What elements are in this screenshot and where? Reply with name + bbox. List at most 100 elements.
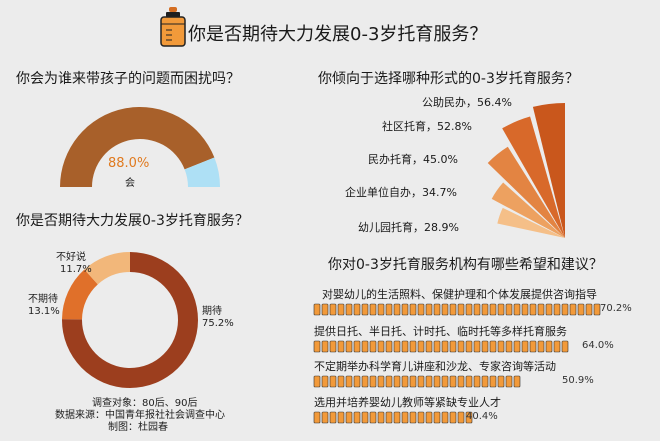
chart4-bar-2-bottle xyxy=(401,375,409,388)
chart4-bar-1-bottle xyxy=(401,340,409,353)
chart4-bar-1-bottle xyxy=(481,340,489,353)
chart4-bar-2-bottle xyxy=(393,375,401,388)
chart4-bar-0-bottle xyxy=(441,303,449,316)
chart3-value-0: 56.4% xyxy=(477,96,512,109)
chart4-bar-0-bottle xyxy=(433,303,441,316)
chart4-bar-1-bottle xyxy=(441,340,449,353)
chart4-bar-1-bottle xyxy=(369,340,377,353)
chart4-bar-3-bottle xyxy=(353,411,361,424)
chart3-value-2: 45.0% xyxy=(423,153,458,166)
chart4-bar-1-bottle xyxy=(457,340,465,353)
chart4-bar-1-bottle xyxy=(521,340,529,353)
chart4-bar-1-bottle xyxy=(489,340,497,353)
chart4-bar-3-bottle xyxy=(329,411,337,424)
chart4-bar-2-bottle xyxy=(321,375,329,388)
chart4-bar-3-bottle xyxy=(313,411,321,424)
chart4-bar-1-bottle xyxy=(321,340,329,353)
chart3-bar-youeryuantuoyu xyxy=(497,207,565,238)
chart4-bar-0-bottle xyxy=(521,303,529,316)
chart4-label-0: 对婴幼儿的生活照料、保健护理和个体发展提供咨询指导 xyxy=(322,288,597,301)
footer-chart-maker: 制图：杜园春 xyxy=(108,422,168,433)
chart2-value-buhaoshuo: 11.7% xyxy=(60,264,92,275)
chart4-bar-0-bottle xyxy=(369,303,377,316)
chart4-bar-2-bottle xyxy=(329,375,337,388)
chart4-bar-2-bottle xyxy=(513,375,521,388)
chart1-title: 你会为谁来带孩子的问题而困扰吗？ xyxy=(16,71,240,87)
chart4-bar-0-bottle xyxy=(329,303,337,316)
chart4-bar-2-bottle xyxy=(337,375,345,388)
chart4-bar-0-bottle xyxy=(337,303,345,316)
chart4-label-1: 提供日托、半日托、计时托、临时托等多样托育服务 xyxy=(314,325,567,338)
chart2-title: 你是否期待大力发展0-3岁托育服务？ xyxy=(16,213,249,229)
chart4-bar-0-bottle xyxy=(345,303,353,316)
chart4-bar-1-bottle xyxy=(337,340,345,353)
chart4-bar-0-bottle xyxy=(457,303,465,316)
chart4-bar-1-bottle xyxy=(449,340,457,353)
chart4-bar-1-bottle xyxy=(545,340,553,353)
chart4-bar-2-bottle xyxy=(481,375,489,388)
chart4-bar-3-bottle xyxy=(337,411,345,424)
chart3-row-0: 公助民办，56.4% xyxy=(422,96,512,109)
page-title: 你是否期待大力发展0-3岁托育服务？ xyxy=(188,24,488,45)
chart4-bar-0-bottle xyxy=(505,303,513,316)
chart4-bar-0-bottle xyxy=(353,303,361,316)
chart3-category-3: 企业单位自办 xyxy=(345,186,411,199)
chart4-bar-3-bottle xyxy=(433,411,441,424)
chart4-bar-2-bottle xyxy=(457,375,465,388)
chart2-segment-buhaoshuo xyxy=(84,252,130,285)
chart4-bar-2-bottle xyxy=(377,375,385,388)
chart3-category-4: 幼儿园托育 xyxy=(358,221,413,234)
chart4-bar-2-bottle xyxy=(497,375,505,388)
chart4-bar-1-bottle xyxy=(505,340,513,353)
chart4-bar-1-bottle xyxy=(561,340,569,353)
chart4-bar-2-bottle xyxy=(433,375,441,388)
chart4-bar-0-bottle xyxy=(481,303,489,316)
baby-bottle-icon xyxy=(160,7,186,47)
chart4-bar-0-bottle xyxy=(545,303,553,316)
chart3-bar-shequtuoyu xyxy=(502,116,565,238)
chart1-segment-hui xyxy=(60,106,215,187)
chart2-label-qidai: 期待 xyxy=(202,306,222,317)
chart3-row-2: 民办托育，45.0% xyxy=(368,153,458,166)
chart4-bar-0-bottle xyxy=(465,303,473,316)
chart4-bar-0-bottle xyxy=(449,303,457,316)
chart4-bar-1-bottle xyxy=(329,340,337,353)
chart4-bar-3-bottle xyxy=(345,411,353,424)
chart4-bar-1-bottle xyxy=(465,340,473,353)
chart2-label-buhaoshuo: 不好说 xyxy=(56,252,86,263)
chart4-bar-0-bottle xyxy=(489,303,497,316)
chart4-bar-1-bottle xyxy=(377,340,385,353)
chart4-bar-3-bottle xyxy=(449,411,457,424)
chart4-bar-0-bottle xyxy=(393,303,401,316)
chart4-bar-2-bottle xyxy=(505,375,513,388)
chart4-bar-1-bottle xyxy=(353,340,361,353)
chart3-bar-qiyedanweizi ban xyxy=(491,182,565,238)
chart4-bar-1-bottle xyxy=(513,340,521,353)
chart4-bar-3-bottle xyxy=(425,411,433,424)
chart4-bar-0-bottle xyxy=(377,303,385,316)
chart4-bar-2-bottle xyxy=(473,375,481,388)
chart4-bar-1-bottle xyxy=(529,340,537,353)
chart4-bar-0-bottle xyxy=(561,303,569,316)
chart3-value-1: 52.8% xyxy=(437,120,472,133)
chart4-bar-2-bottle xyxy=(425,375,433,388)
chart4-value-0: 70.2% xyxy=(600,303,632,314)
chart4-bar-1-bottle xyxy=(473,340,481,353)
chart3-value-4: 28.9% xyxy=(424,221,459,234)
chart4-bar-2-bottle xyxy=(345,375,353,388)
chart4-label-3: 选用并培养婴幼儿教师等紧缺专业人才 xyxy=(314,396,501,409)
chart4-bar-0-bottle xyxy=(569,303,577,316)
chart4-bar-0-bottle xyxy=(593,303,601,316)
chart1-svg xyxy=(60,106,220,187)
chart4-bar-0-bottle xyxy=(497,303,505,316)
chart4-bar-0-bottle xyxy=(313,303,321,316)
chart3-bar-gongzhuminban xyxy=(532,103,565,238)
chart4-value-3: 40.4% xyxy=(466,411,498,422)
chart4-bar-3-bottle xyxy=(321,411,329,424)
chart4-bar-0-bottle xyxy=(553,303,561,316)
chart4-bar-0-bottle xyxy=(585,303,593,316)
chart3-value-3: 34.7% xyxy=(422,186,457,199)
chart4-bar-3-bottle xyxy=(457,411,465,424)
chart3-row-4: 幼儿园托育，28.9% xyxy=(358,221,459,234)
chart4-bar-2-bottle xyxy=(369,375,377,388)
